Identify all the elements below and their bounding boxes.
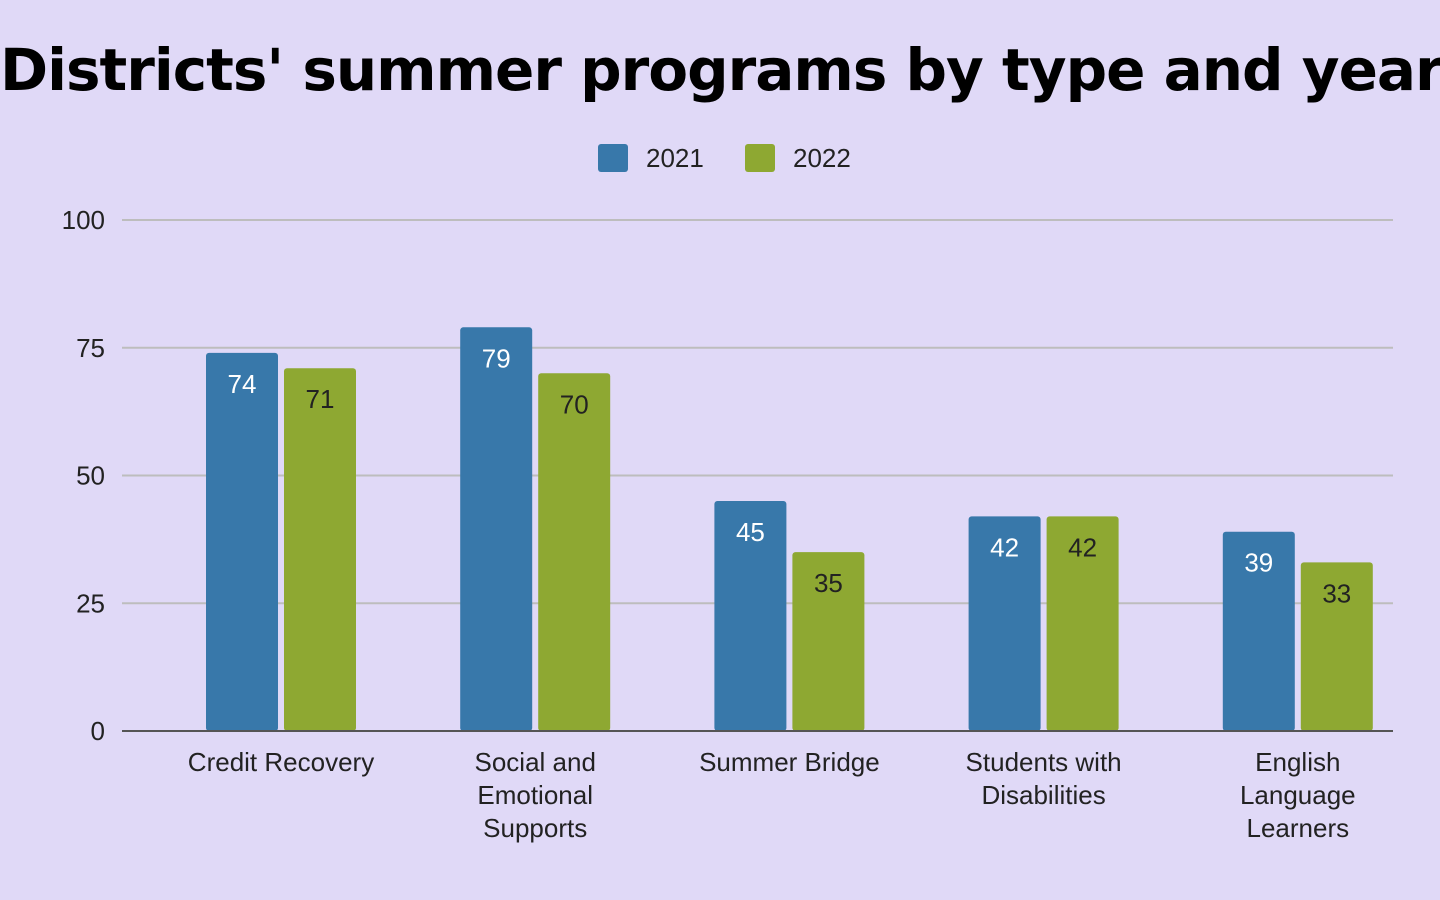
x-category-label: Summer Bridge bbox=[699, 747, 880, 777]
y-tick-label: 75 bbox=[76, 333, 105, 363]
legend-label-2021: 2021 bbox=[646, 143, 704, 173]
data-label: 70 bbox=[560, 389, 589, 419]
data-label: 71 bbox=[306, 384, 335, 414]
x-category-label: Students with Disabilities bbox=[966, 747, 1122, 810]
bar-2021 bbox=[968, 516, 1041, 731]
bar-2021 bbox=[460, 327, 533, 731]
data-label: 39 bbox=[1244, 548, 1273, 578]
bar-2022 bbox=[284, 368, 356, 731]
x-category-label: Credit Recovery bbox=[188, 747, 374, 777]
bar-2021 bbox=[1222, 531, 1295, 731]
data-label: 35 bbox=[814, 568, 843, 598]
x-category-label: English Language Learners bbox=[1240, 747, 1356, 843]
y-tick-label: 0 bbox=[91, 716, 105, 746]
bar-2022 bbox=[792, 552, 865, 731]
y-tick-label: 100 bbox=[62, 205, 105, 235]
bar-2022 bbox=[1046, 516, 1119, 731]
data-label: 33 bbox=[1322, 578, 1351, 608]
data-label: 45 bbox=[736, 517, 765, 547]
data-label: 79 bbox=[482, 343, 511, 373]
data-label: 42 bbox=[990, 532, 1019, 562]
legend-swatch-2022 bbox=[745, 144, 775, 172]
legend-swatch-2021 bbox=[598, 144, 628, 172]
chart-title: Districts' summer programs by type and y… bbox=[0, 36, 1440, 104]
x-category-label: Social and Emotional Supports bbox=[474, 747, 595, 843]
bar-2022 bbox=[538, 373, 611, 731]
bar-2021 bbox=[714, 501, 787, 731]
data-label: 42 bbox=[1068, 532, 1097, 562]
bar-2022 bbox=[1300, 562, 1373, 731]
y-tick-label: 50 bbox=[76, 461, 105, 491]
data-label: 74 bbox=[228, 369, 257, 399]
legend-label-2022: 2022 bbox=[793, 143, 851, 173]
y-tick-label: 25 bbox=[76, 588, 105, 618]
bar-2021 bbox=[206, 352, 278, 731]
